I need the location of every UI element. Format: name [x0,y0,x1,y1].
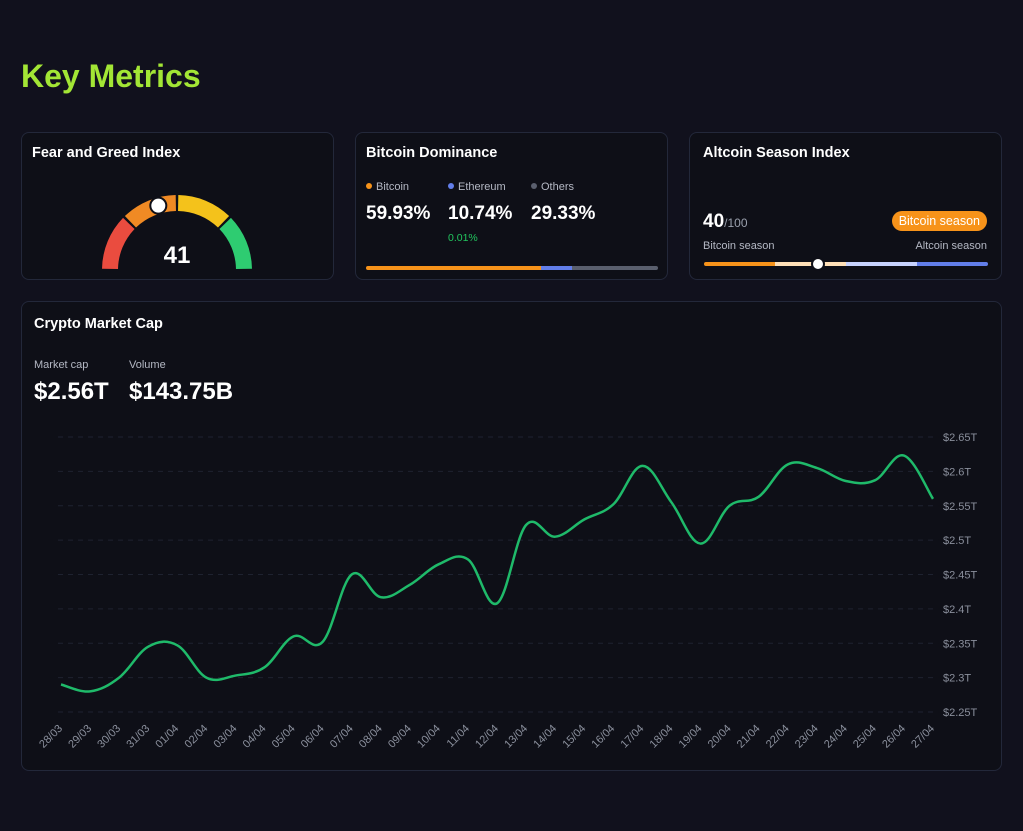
x-tick-label: 18/04 [648,723,676,751]
y-tick-label: $2.25T [943,707,978,719]
altcoin-season-title: Altcoin Season Index [703,145,850,161]
y-tick-label: $2.55T [943,501,978,513]
x-tick-label: 03/04 [212,723,240,751]
x-tick-label: 16/04 [589,723,617,751]
ethereum-dot-icon [448,183,454,189]
market-cap-label: Market cap [34,359,89,371]
x-tick-label: 22/04 [764,723,792,751]
dominance-bar-others [572,266,658,270]
page-title: Key Metrics [21,58,201,94]
y-tick-label: $2.4T [943,604,971,616]
fear-greed-value: 41 [164,242,191,269]
bitcoin-dominance-title: Bitcoin Dominance [366,145,498,161]
x-tick-label: 21/04 [735,723,763,751]
gauge-indicator [149,196,168,215]
x-tick-label: 31/03 [124,723,152,751]
x-tick-label: 15/04 [560,723,588,751]
dominance-bar-bitcoin [366,266,541,270]
x-tick-label: 12/04 [473,723,501,751]
legend-others: Others [531,181,574,193]
x-tick-label: 10/04 [415,723,443,751]
x-tick-label: 30/03 [95,723,123,751]
x-tick-label: 02/04 [183,723,211,751]
x-tick-label: 27/04 [909,723,937,751]
altcoin-season-track [704,262,988,266]
market-cap-value: $2.56T [34,378,109,405]
x-tick-label: 19/04 [677,723,705,751]
bitcoin-season-label: Bitcoin season [703,240,775,252]
altcoin-season-value: 40 [703,211,725,232]
market-cap-line [60,454,935,693]
altcoin-season-score: 40/100 [703,211,748,233]
x-tick-label: 08/04 [357,723,385,751]
bitcoin-dot-icon [366,183,372,189]
x-tick-label: 17/04 [619,723,647,751]
x-tick-label: 14/04 [531,723,559,751]
altcoin-season-indicator [810,257,825,271]
gauge-segment [102,217,135,270]
x-tick-label: 23/04 [793,723,821,751]
legend-ethereum: Ethereum [448,181,506,193]
dominance-bar [366,266,658,270]
market-cap-title: Crypto Market Cap [34,316,163,332]
others-dominance-value: 29.33% [531,203,596,224]
x-tick-label: 24/04 [822,723,850,751]
gauge-segment [219,217,252,270]
x-tick-label: 05/04 [270,723,298,751]
x-tick-label: 20/04 [706,723,734,751]
altcoin-season-card: Altcoin Season Index 40/100 Bitcoin seas… [689,132,1002,280]
volume-value: $143.75B [129,378,234,405]
altcoin-season-max: /100 [724,216,748,230]
x-tick-label: 13/04 [502,723,530,751]
others-dot-icon [531,183,537,189]
x-tick-label: 26/04 [880,723,908,751]
y-tick-label: $2.3T [943,673,971,685]
y-tick-label: $2.65T [943,432,978,444]
y-tick-label: $2.45T [943,570,978,582]
market-cap-card: Crypto Market Cap Market cap $2.56T Volu… [21,301,1002,771]
x-tick-label: 28/03 [37,723,65,751]
season-badge: Bitcoin season [891,211,987,231]
x-tick-label: 01/04 [153,723,181,751]
x-tick-label: 29/03 [66,723,94,751]
ethereum-change: 0.01% [448,232,478,244]
fear-greed-gauge: 41 [102,195,252,270]
x-tick-label: 09/04 [386,723,414,751]
y-tick-label: $2.6T [943,466,971,478]
ethereum-dominance-value: 10.74% [448,203,513,224]
dominance-bar-ethereum [540,266,573,270]
bitcoin-dominance-value: 59.93% [366,203,431,224]
bitcoin-dominance-card: Bitcoin Dominance Bitcoin 59.93% Ethereu… [355,132,668,280]
altcoin-season-label: Altcoin season [915,240,987,252]
y-tick-label: $2.5T [943,535,971,547]
x-tick-label: 07/04 [328,723,356,751]
y-tick-label: $2.35T [943,638,978,650]
fear-greed-title: Fear and Greed Index [32,145,181,161]
x-tick-label: 11/04 [445,723,472,750]
x-tick-label: 06/04 [299,723,327,751]
x-tick-label: 04/04 [241,723,269,751]
x-tick-label: 25/04 [851,723,879,751]
legend-bitcoin: Bitcoin [366,181,409,193]
market-cap-chart: $2.25T $2.3T $2.35T $2.4T $2.45T $2.5T $2.55T $… [37,432,978,751]
fear-greed-card: Fear and Greed Index 41 [21,132,334,280]
gauge-segment [177,195,230,228]
volume-label: Volume [129,359,166,371]
